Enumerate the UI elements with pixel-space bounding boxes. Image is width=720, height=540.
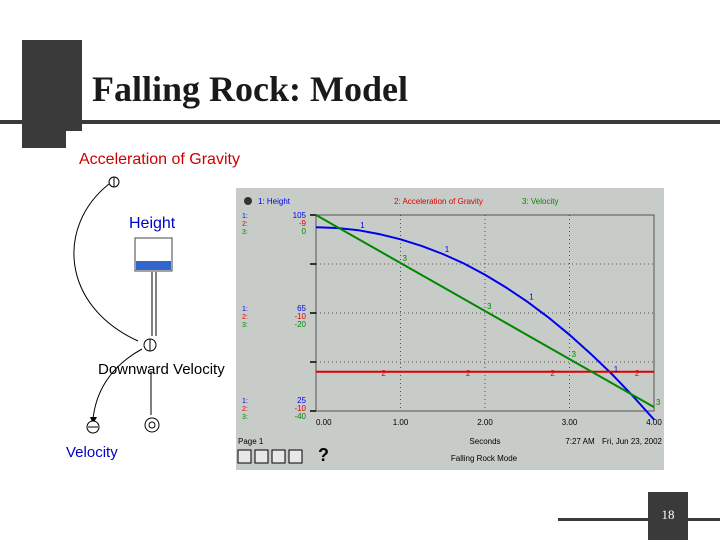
- gravity-label: Acceleration of Gravity: [79, 151, 240, 168]
- series-number: 3:: [242, 322, 248, 329]
- toolbar-icon-4[interactable]: [288, 449, 303, 464]
- x-tick-label: 2.00: [477, 418, 493, 427]
- model-panel: Acceleration of Gravity Height Downward …: [66, 131, 678, 505]
- gravity-connector: [73, 183, 139, 342]
- axis-value: 105: [293, 211, 307, 220]
- axis-value: 0: [302, 227, 307, 236]
- legend-entry: 3: Velocity: [522, 197, 558, 206]
- graph-pad: 1 1 1 1 2 2 2 2 3 3 3 3 1: Height 2: Acceleration of …: [236, 188, 664, 470]
- series-marker-2: 2: [466, 369, 471, 378]
- x-tick-label: 3.00: [562, 418, 578, 427]
- x-tick-label: 0.00: [316, 418, 332, 427]
- graph-background: [236, 188, 664, 470]
- series-number: 1:: [242, 398, 248, 405]
- series-marker-3: 3: [403, 254, 408, 263]
- page-number: 18: [648, 492, 688, 540]
- axis-value: 65: [297, 304, 306, 313]
- series-number: 2:: [242, 221, 248, 228]
- axis-value: -9: [299, 219, 307, 228]
- series-number: 3:: [242, 229, 248, 236]
- decor-square-top: [22, 40, 82, 148]
- page-label: Page 1: [238, 437, 264, 446]
- series-marker-3: 3: [656, 398, 661, 407]
- series-number: 2:: [242, 314, 248, 321]
- help-symbol[interactable]: ?: [318, 445, 329, 465]
- x-tick-label: 1.00: [393, 418, 409, 427]
- series-number: 1:: [242, 213, 248, 220]
- toolbar-icon-3[interactable]: [271, 449, 286, 464]
- output-velocity-label: Velocity: [66, 444, 118, 461]
- height-label: Height: [129, 215, 176, 232]
- axis-value: -20: [294, 320, 306, 329]
- model-name: Falling Rock Mode: [451, 454, 518, 463]
- series-line-3: [315, 214, 655, 408]
- x-tick-label: 4.00: [646, 418, 662, 427]
- x-axis-label: Seconds: [469, 437, 500, 446]
- footer-rule: [558, 518, 720, 521]
- toolbar-icon-1[interactable]: [237, 449, 252, 464]
- stock-flow-diagram: [73, 176, 173, 434]
- pad-icon: [244, 197, 252, 205]
- series-marker-1: 1: [614, 365, 619, 374]
- legend-entry: 1: Height: [258, 197, 291, 206]
- series-number: 1:: [242, 306, 248, 313]
- title-rule: [0, 120, 720, 124]
- cloud-sink: [144, 417, 160, 433]
- series-marker-2: 2: [381, 369, 386, 378]
- series-line-1: [315, 226, 655, 421]
- series-marker-3: 3: [572, 350, 577, 359]
- series-marker-3: 3: [487, 302, 492, 311]
- series-number: 3:: [242, 414, 248, 421]
- axis-value: -40: [294, 412, 306, 421]
- velocity-label: Downward Velocity: [98, 361, 225, 378]
- axis-value: -10: [294, 312, 306, 321]
- series-marker-2: 2: [550, 369, 555, 378]
- slide-title: Falling Rock: Model: [92, 69, 408, 109]
- axis-value: -10: [294, 404, 306, 413]
- series-marker-1: 1: [360, 221, 365, 230]
- series-marker-1: 1: [529, 293, 534, 302]
- time-stamp: 7:27 AM: [565, 437, 595, 446]
- axis-value: 25: [297, 396, 306, 405]
- series-number: 2:: [242, 406, 248, 413]
- series-marker-1: 1: [445, 245, 450, 254]
- legend-entry: 2: Acceleration of Gravity: [394, 197, 483, 206]
- date-stamp: Fri, Jun 23, 2002: [602, 437, 663, 446]
- toolbar-icon-2[interactable]: [254, 449, 269, 464]
- velocity-connector: [92, 348, 143, 420]
- series-marker-2: 2: [635, 369, 640, 378]
